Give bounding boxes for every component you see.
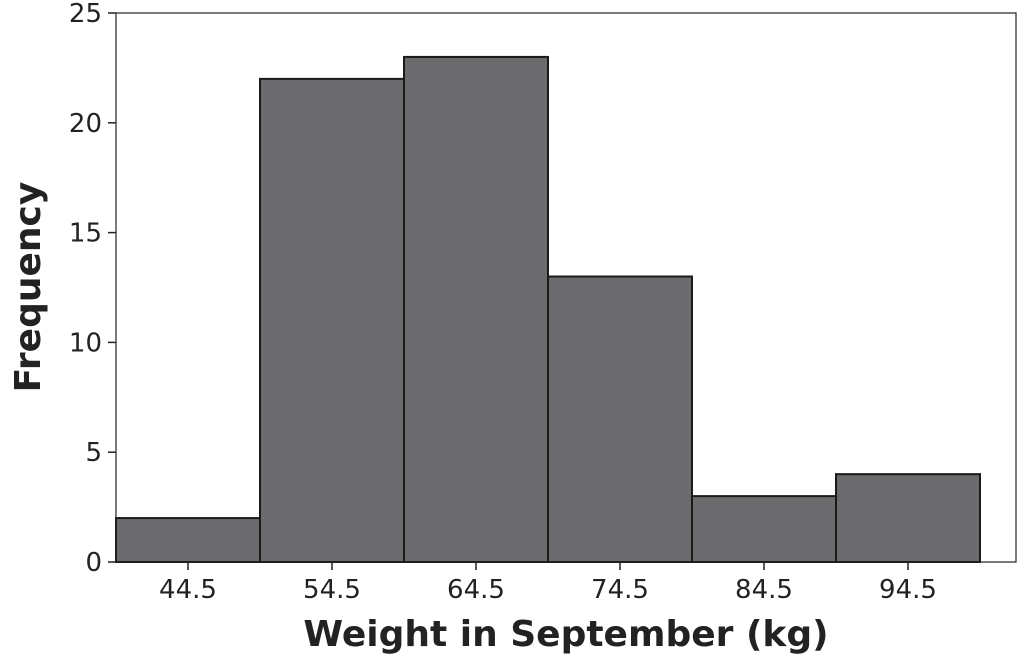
- x-tick-label-64.5: 64.5: [447, 575, 505, 605]
- x-axis: 44.5 54.5 64.5 74.5 84.5 94.5: [159, 562, 937, 605]
- x-tick-label-84.5: 84.5: [735, 575, 793, 605]
- x-tick-label-74.5: 74.5: [591, 575, 649, 605]
- x-axis-title: Weight in September (kg): [303, 614, 828, 655]
- bar-94.5: [835, 473, 981, 563]
- plot-frame: [115, 12, 1017, 563]
- bar-84.5: [691, 495, 837, 563]
- x-tick-label-54.5: 54.5: [303, 575, 361, 605]
- y-axis-title: Frequency: [8, 182, 49, 393]
- y-tick-label-5: 5: [85, 438, 102, 468]
- x-tick-label-44.5: 44.5: [159, 575, 217, 605]
- x-tick-label-94.5: 94.5: [879, 575, 937, 605]
- y-tick-label-10: 10: [69, 328, 102, 358]
- y-tick-label-0: 0: [85, 548, 102, 578]
- bars-group: [115, 55, 981, 564]
- bar-54.5: [259, 77, 405, 563]
- y-tick-label-20: 20: [69, 109, 102, 139]
- bar-44.5: [115, 517, 261, 564]
- y-tick-label-25: 25: [69, 0, 102, 29]
- bar-64.5: [403, 55, 549, 563]
- y-axis: 0 5 10 15 20 25: [69, 0, 116, 578]
- bar-74.5: [547, 275, 693, 563]
- y-tick-label-15: 15: [69, 219, 102, 249]
